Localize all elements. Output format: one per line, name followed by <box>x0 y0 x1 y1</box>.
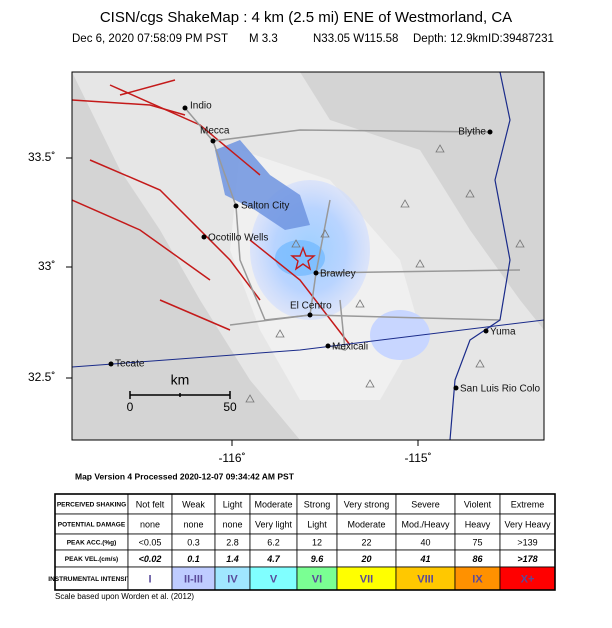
cell-text: Light <box>223 499 243 509</box>
cell-text: none <box>183 519 203 529</box>
city-label: Yuma <box>490 327 516 338</box>
map: Indio Mecca Blythe Salton City Ocotillo … <box>72 72 544 440</box>
cell-text: X+ <box>521 573 535 585</box>
cell-text: 12 <box>312 537 322 547</box>
cell-text: 86 <box>472 554 483 564</box>
city-label: Mexicali <box>332 342 368 353</box>
lat-label: 33.5˚ <box>28 150 55 164</box>
cell-text: IV <box>227 573 238 585</box>
cell-text: Light <box>307 519 327 529</box>
cell-text: VIII <box>417 573 434 585</box>
cell-text: 20 <box>360 554 371 564</box>
cell-text: none <box>222 519 242 529</box>
city-label: Indio <box>190 101 212 112</box>
city-label: Brawley <box>320 269 356 280</box>
city-label: El Centro <box>290 301 332 312</box>
scale-unit: km <box>171 372 190 388</box>
city-label: Salton City <box>241 201 289 212</box>
cell-text: I <box>148 573 151 585</box>
footnote: Scale based upon Worden et al. (2012) <box>55 592 194 601</box>
lat-label: 33˚ <box>38 259 55 273</box>
intensity-table: PERCEIVED SHAKING Not felt Weak Light Modera… <box>48 493 556 591</box>
lon-label: -115˚ <box>404 451 431 465</box>
scale-tick: 0 <box>127 400 134 414</box>
row-header: POTENTIAL DAMAGE <box>58 522 126 529</box>
cell-text: Strong <box>304 499 331 509</box>
row-header: INSTRUMENTAL INTENSITY <box>48 576 135 583</box>
city-label: San Luis Rio Colo <box>460 384 540 395</box>
cell-text: Moderate <box>347 519 385 529</box>
event-id: ID:39487231 <box>488 33 554 45</box>
city-label: Mecca <box>200 126 230 137</box>
cell-text: 22 <box>361 537 371 547</box>
cell-text: 9.6 <box>311 554 325 564</box>
cell-text: 41 <box>419 554 430 564</box>
cell-text: Violent <box>464 499 492 509</box>
cell-text: VII <box>360 573 373 585</box>
cell-text: V <box>270 573 278 585</box>
cell-text: <0.05 <box>139 537 162 547</box>
row-header: PEAK ACC.(%g) <box>67 540 117 547</box>
cell-text: 75 <box>472 537 482 547</box>
cell-text: 0.1 <box>187 554 200 564</box>
cell-text: Moderate <box>254 499 292 509</box>
cell-text: Weak <box>182 499 205 509</box>
city-label: Ocotillo Wells <box>208 233 268 244</box>
scale-tick: 50 <box>223 400 237 414</box>
row-header: PEAK VEL.(cm/s) <box>65 556 118 563</box>
scale-bar: km 0 50 <box>127 372 237 414</box>
cell-text: none <box>140 519 160 529</box>
cell-text: II-III <box>184 573 203 585</box>
cell-text: 2.8 <box>226 537 239 547</box>
cell-text: >178 <box>517 554 537 564</box>
cell-text: 40 <box>420 537 430 547</box>
city-label: Blythe <box>458 127 486 138</box>
location: N33.05 W115.58 <box>313 33 398 45</box>
title: CISN/cgs ShakeMap : 4 km (2.5 mi) ENE of… <box>100 9 512 26</box>
event-time: Dec 6, 2020 07:58:09 PM PST <box>72 33 228 45</box>
cell-text: Not felt <box>136 499 165 509</box>
graticule-labels: 33.5˚ 33˚ 32.5˚ -116˚ -115˚ <box>28 150 432 465</box>
cell-text: 4.7 <box>266 554 281 564</box>
row-header: PERCEIVED SHAKING <box>57 502 126 509</box>
cell-text: Very strong <box>344 499 390 509</box>
cell-text: Mod./Heavy <box>401 519 450 529</box>
cell-text: VI <box>312 573 322 585</box>
version-text: Map Version 4 Processed 2020-12-07 09:34… <box>75 471 295 481</box>
depth: Depth: 12.9km <box>413 33 488 45</box>
lon-label: -116˚ <box>218 451 245 465</box>
cell-text: Extreme <box>511 499 545 509</box>
cell-text: <0.02 <box>139 554 162 564</box>
city-label: Tecate <box>115 359 145 370</box>
cell-text: 0.3 <box>187 537 200 547</box>
lat-label: 32.5˚ <box>28 370 55 384</box>
map-frame <box>71 71 545 441</box>
cell-text: >139 <box>517 537 537 547</box>
cell-text: IX <box>472 573 483 585</box>
cell-text: Heavy <box>465 519 491 529</box>
subtitle: Dec 6, 2020 07:58:09 PM PST M 3.3 N33.05… <box>72 33 554 45</box>
cell-text: Very Heavy <box>504 519 551 529</box>
cell-text: 1.4 <box>226 554 239 564</box>
cell-text: Very light <box>255 519 293 529</box>
cell-text: Severe <box>411 499 440 509</box>
cell-text: 6.2 <box>267 537 280 547</box>
table-frame <box>54 493 556 591</box>
magnitude: M 3.3 <box>249 33 278 45</box>
